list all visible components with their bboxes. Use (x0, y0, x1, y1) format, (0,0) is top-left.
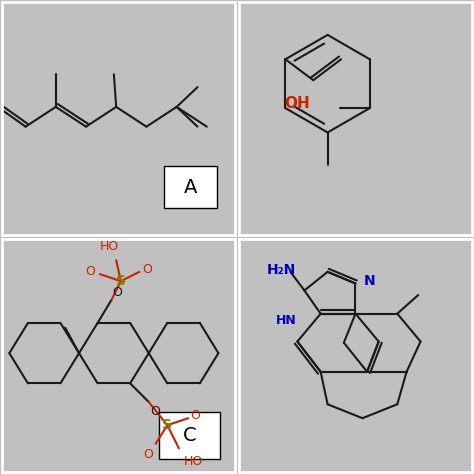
FancyBboxPatch shape (164, 166, 217, 208)
Text: O: O (142, 263, 152, 276)
Text: OH: OH (284, 96, 310, 111)
Text: HN: HN (275, 314, 296, 327)
Text: O: O (113, 285, 123, 299)
Text: H₂N: H₂N (266, 263, 296, 276)
Text: HO: HO (100, 240, 119, 253)
Text: O: O (85, 265, 95, 278)
Text: O: O (144, 448, 154, 461)
Text: O: O (191, 410, 201, 422)
FancyBboxPatch shape (159, 412, 219, 459)
Text: S: S (116, 274, 126, 288)
Text: HO: HO (183, 456, 203, 468)
Text: A: A (184, 178, 197, 197)
Text: S: S (162, 418, 173, 432)
Text: O: O (150, 405, 160, 419)
Text: N: N (364, 274, 375, 288)
Text: C: C (182, 426, 196, 445)
